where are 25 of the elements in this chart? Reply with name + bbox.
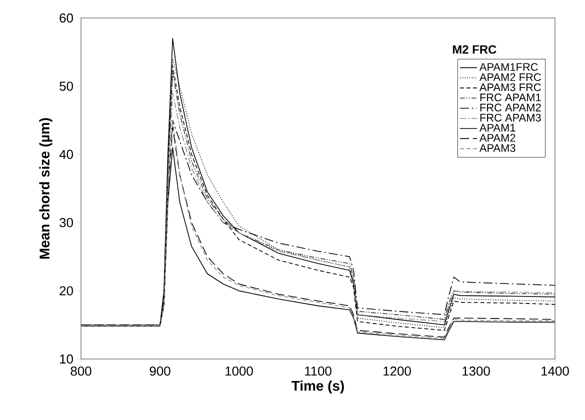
legend-label: APAM2 FRC <box>479 73 541 82</box>
x-tick-label: 900 <box>150 366 170 376</box>
legend-title: M2 FRC <box>452 45 496 54</box>
x-tick-label: 1300 <box>462 366 490 376</box>
x-tick-label: 1400 <box>542 366 569 376</box>
x-tick-label: 1200 <box>384 366 411 376</box>
legend-label: FRC APAM3 <box>480 114 541 122</box>
x-tick-label: 1100 <box>305 366 332 376</box>
legend-label: APAM3 FRC <box>479 83 541 92</box>
y-axis-title: Mean chord size (µm) <box>39 118 52 259</box>
x-axis-title: Time (s) <box>292 380 344 394</box>
legend-label: APAM3 <box>479 144 516 152</box>
legend-label: APAM1FRC <box>479 63 538 71</box>
y-tick-label: 10 <box>60 354 73 364</box>
legend-label: FRC APAM1 <box>480 94 541 102</box>
x-tick-label: 800 <box>70 366 92 376</box>
x-tick-label: 1000 <box>226 366 253 376</box>
legend-label: APAM2 <box>479 134 516 142</box>
legend-label: FRC APAM2 <box>480 104 541 112</box>
legend-label: APAM1 <box>479 124 516 132</box>
y-tick-label: 40 <box>59 150 73 159</box>
y-tick-label: 60 <box>60 13 73 23</box>
y-tick-label: 20 <box>60 286 73 296</box>
y-tick-label: 30 <box>60 218 73 228</box>
y-tick-label: 50 <box>60 82 73 91</box>
